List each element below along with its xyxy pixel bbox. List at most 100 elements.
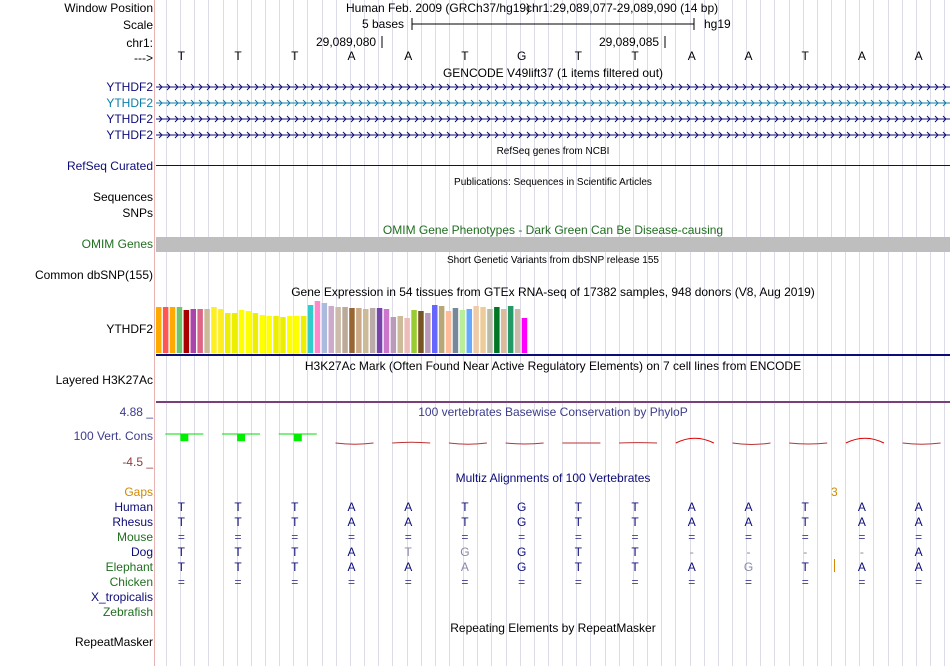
gencode-transcript[interactable] <box>156 129 950 141</box>
gtex-title[interactable]: Gene Expression in 54 tissues from GTEx … <box>291 285 815 299</box>
species-label[interactable]: Elephant <box>105 560 153 574</box>
species-label[interactable]: Human <box>114 500 153 514</box>
cons-score-curve[interactable] <box>845 437 885 444</box>
cons-score-curve[interactable] <box>732 442 771 445</box>
cons-score-bar[interactable] <box>237 434 246 442</box>
gtex-bar[interactable] <box>494 307 500 353</box>
gtex-bar[interactable] <box>411 310 417 353</box>
gtex-bar[interactable] <box>218 309 224 353</box>
gtex-bar[interactable] <box>342 307 348 353</box>
cons-score-bar[interactable] <box>293 434 302 442</box>
gtex-bar[interactable] <box>445 311 452 353</box>
conservation-plot[interactable] <box>156 418 950 468</box>
species-label[interactable]: Zebrafish <box>102 605 153 619</box>
gtex-bar[interactable] <box>238 310 245 353</box>
repeatmasker-title[interactable]: Repeating Elements by RepeatMasker <box>450 621 656 635</box>
gtex-bar[interactable] <box>459 310 466 353</box>
gencode-transcript[interactable] <box>156 113 950 125</box>
gtex-bar[interactable] <box>473 306 479 353</box>
gtex-bar[interactable] <box>273 316 279 353</box>
gtex-bar[interactable] <box>294 316 300 353</box>
gtex-bar[interactable] <box>390 317 397 353</box>
gtex-bar[interactable] <box>480 307 486 353</box>
gtex-bar[interactable] <box>369 308 376 353</box>
gtex-bar[interactable] <box>507 306 514 353</box>
publications-label[interactable]: Sequences <box>92 190 153 204</box>
omim-title[interactable]: OMIM Gene Phenotypes - Dark Green Can Be… <box>382 223 724 237</box>
publications-title[interactable]: Publications: Sequences in Scientific Ar… <box>454 177 652 188</box>
gencode-transcript[interactable] <box>156 81 950 93</box>
gtex-bar[interactable] <box>176 307 183 353</box>
gtex-bar[interactable] <box>252 313 259 353</box>
gtex-bar[interactable] <box>383 309 390 353</box>
gtex-bar[interactable] <box>328 306 335 353</box>
h3k27ac-title[interactable]: H3K27Ac Mark (Often Found Near Active Re… <box>304 359 802 373</box>
gtex-bar[interactable] <box>425 313 431 353</box>
refseq-label[interactable]: RefSeq Curated <box>66 159 153 173</box>
cons-score-curve[interactable] <box>335 442 374 445</box>
cons-score-curve[interactable] <box>392 441 431 444</box>
gtex-bar[interactable] <box>397 316 404 353</box>
gtex-bar[interactable] <box>418 311 424 353</box>
omim-gene-bar[interactable] <box>156 237 950 252</box>
gtex-bar[interactable] <box>259 315 266 353</box>
gtex-bar[interactable] <box>521 318 528 353</box>
refseq-title[interactable]: RefSeq genes from NCBI <box>496 146 610 157</box>
cons-score-curve[interactable] <box>789 442 828 445</box>
species-label[interactable]: Mouse <box>116 530 153 544</box>
gtex-bar[interactable] <box>307 305 314 353</box>
species-label[interactable]: Dog <box>130 545 153 559</box>
gtex-bar[interactable] <box>162 307 169 353</box>
species-label[interactable]: Rhesus <box>112 515 153 529</box>
gtex-bar[interactable] <box>363 309 369 353</box>
gencode-title[interactable]: GENCODE V49lift37 (1 items filtered out) <box>442 66 664 80</box>
cons-score-bar[interactable] <box>180 434 189 442</box>
gtex-bar[interactable] <box>349 308 355 353</box>
gtex-bar[interactable] <box>183 310 190 353</box>
gencode-item-label[interactable]: YTHDF2 <box>106 96 153 110</box>
gtex-bar[interactable] <box>314 301 321 353</box>
cons-score-curve[interactable] <box>902 442 941 445</box>
species-label[interactable]: X_tropicalis <box>90 590 153 604</box>
gtex-bar[interactable] <box>280 317 286 353</box>
gtex-bar[interactable] <box>335 307 341 353</box>
gtex-bar[interactable] <box>211 307 217 353</box>
gencode-item-label[interactable]: YTHDF2 <box>106 80 153 94</box>
gtex-bar[interactable] <box>287 316 293 353</box>
gtex-bar[interactable] <box>204 309 210 353</box>
conservation-title[interactable]: 100 vertebrates Basewise Conservation by… <box>418 405 688 419</box>
gtex-bar[interactable] <box>300 316 307 353</box>
gtex-bar[interactable] <box>266 316 272 353</box>
gtex-bar[interactable] <box>452 308 459 353</box>
gtex-label[interactable]: YTHDF2 <box>106 322 153 336</box>
gtex-bar[interactable] <box>356 308 362 353</box>
cons-score-curve[interactable] <box>505 442 544 445</box>
dbsnp-label[interactable]: Common dbSNP(155) <box>34 268 153 282</box>
refseq-line[interactable] <box>156 165 950 166</box>
snps-label[interactable]: SNPs <box>122 206 153 220</box>
gencode-item-label[interactable]: YTHDF2 <box>106 112 153 126</box>
gtex-bar[interactable] <box>432 305 438 353</box>
gtex-bar[interactable] <box>501 309 507 353</box>
gtex-bar[interactable] <box>438 306 445 353</box>
gtex-bar[interactable] <box>156 307 162 353</box>
cons-score-curve[interactable] <box>448 442 487 445</box>
conservation-label[interactable]: 100 Vert. Cons <box>73 429 153 443</box>
gencode-transcript[interactable] <box>156 97 950 109</box>
gtex-bar[interactable] <box>466 309 473 353</box>
h3k27ac-label[interactable]: Layered H3K27Ac <box>55 373 153 387</box>
gtex-bar[interactable] <box>245 311 252 353</box>
gtex-bar[interactable] <box>225 313 231 353</box>
gtex-bar[interactable] <box>169 307 176 353</box>
gtex-bar[interactable] <box>376 308 383 353</box>
gtex-bar[interactable] <box>231 313 238 353</box>
repeatmasker-label[interactable]: RepeatMasker <box>74 635 153 649</box>
species-label[interactable]: Chicken <box>109 575 153 589</box>
gtex-bar[interactable] <box>197 309 203 353</box>
omim-label[interactable]: OMIM Genes <box>81 237 153 251</box>
gtex-bar[interactable] <box>514 309 521 353</box>
dbsnp-title[interactable]: Short Genetic Variants from dbSNP releas… <box>447 255 659 266</box>
gtex-bar[interactable] <box>321 303 328 353</box>
gencode-item-label[interactable]: YTHDF2 <box>106 128 153 142</box>
multiz-title[interactable]: Multiz Alignments of 100 Vertebrates <box>455 471 651 485</box>
